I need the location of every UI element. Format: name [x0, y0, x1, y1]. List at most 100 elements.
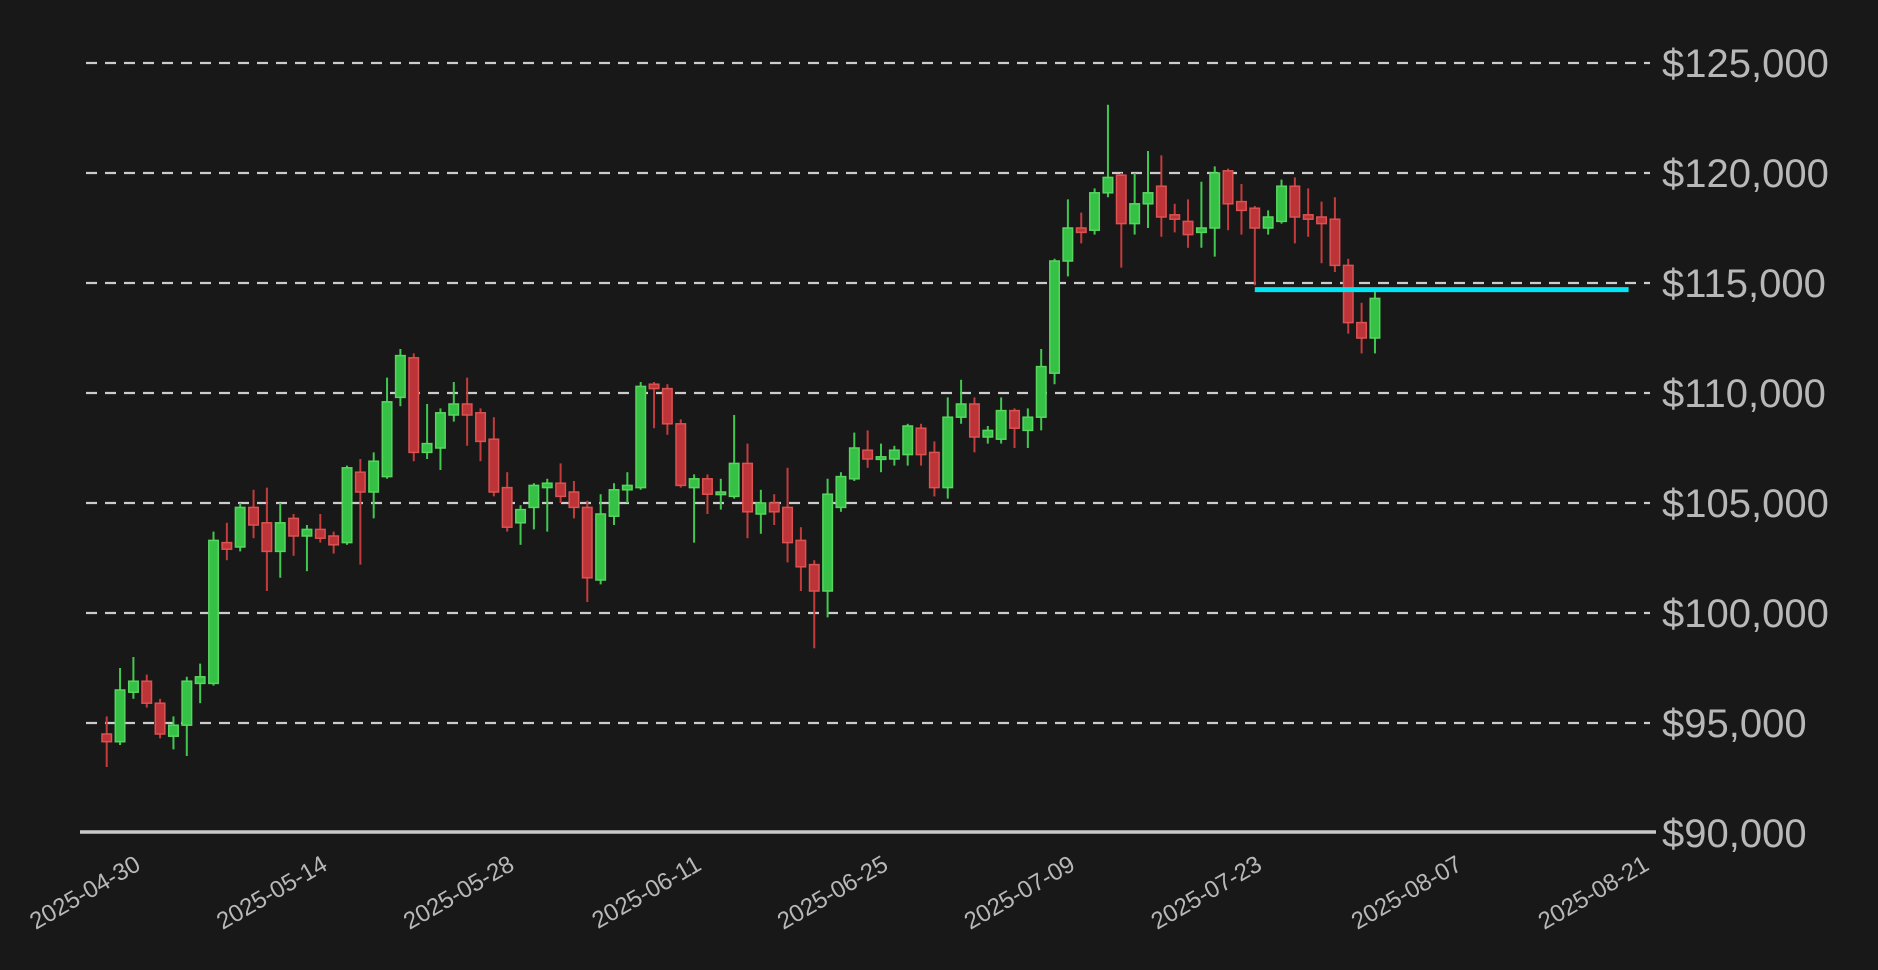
candle-body	[555, 482, 567, 498]
candle	[955, 379, 967, 424]
candle	[848, 432, 860, 481]
candle	[782, 467, 794, 563]
candle	[915, 423, 927, 466]
candle-body	[1129, 203, 1141, 225]
candle-body	[822, 493, 834, 592]
candle	[715, 478, 727, 510]
candle-body	[675, 423, 687, 487]
candle	[1009, 408, 1021, 448]
candle-body	[448, 403, 460, 416]
candle	[728, 415, 740, 499]
candle-body	[595, 513, 607, 581]
candle	[421, 404, 433, 459]
candle	[1049, 258, 1061, 385]
candle	[1102, 104, 1114, 198]
candle	[1302, 188, 1314, 237]
y-axis-label: $110,000	[1662, 372, 1826, 416]
candle	[541, 478, 553, 532]
candle	[1289, 177, 1301, 244]
candle-body	[234, 506, 246, 548]
candle-body	[1356, 321, 1368, 339]
candle-body	[621, 484, 633, 491]
candle-body	[261, 522, 273, 553]
candle	[742, 443, 754, 539]
candle-body	[127, 680, 139, 693]
candle	[1195, 181, 1207, 248]
candle	[768, 494, 780, 525]
candle	[368, 452, 380, 519]
candle-body	[101, 733, 113, 743]
candle-body	[368, 460, 380, 493]
candle-body	[354, 471, 366, 493]
candle-body	[1102, 176, 1114, 194]
candle-body	[835, 475, 847, 509]
candle-body	[1262, 216, 1274, 229]
y-axis-label: $125,000	[1662, 42, 1829, 86]
candle	[1129, 173, 1141, 235]
candle-body	[1302, 214, 1314, 220]
candle	[314, 514, 326, 543]
candle-body	[728, 462, 740, 498]
candle	[288, 514, 300, 556]
candle-body	[381, 401, 393, 478]
candle	[661, 384, 673, 435]
candle-body	[1289, 185, 1301, 218]
candle	[475, 408, 487, 462]
candle-body	[167, 724, 179, 737]
candle	[1155, 155, 1167, 237]
candle-body	[1049, 260, 1061, 374]
candle	[515, 505, 527, 545]
candle	[888, 445, 900, 466]
candle-body	[915, 427, 927, 456]
candle	[822, 478, 834, 618]
candle	[141, 674, 153, 708]
candle-body	[408, 357, 420, 454]
candle-body	[274, 522, 286, 553]
candle	[1235, 184, 1247, 235]
candle	[648, 382, 660, 429]
candle	[968, 397, 980, 453]
candle-body	[421, 442, 433, 454]
candle	[234, 503, 246, 552]
candle-body	[875, 456, 887, 461]
candle-body	[1155, 185, 1167, 218]
candle	[621, 472, 633, 503]
candle	[1262, 210, 1274, 235]
candle-body	[942, 416, 954, 489]
candle-body	[114, 689, 126, 743]
candle-body	[795, 539, 807, 568]
candle-body	[982, 429, 994, 438]
candle-body	[528, 484, 540, 509]
candle-body	[1276, 185, 1288, 223]
y-axis-label: $90,000	[1662, 812, 1807, 856]
candle-body	[1115, 174, 1127, 225]
candle	[862, 430, 874, 468]
candle-body	[1089, 192, 1101, 231]
candle	[1249, 206, 1261, 286]
candle	[154, 698, 166, 739]
candle	[928, 441, 940, 497]
candle-body	[1142, 192, 1154, 205]
candle	[555, 463, 567, 503]
candle-body	[1022, 416, 1034, 432]
candle-body	[955, 403, 967, 418]
candle-body	[314, 528, 326, 539]
candle	[408, 353, 420, 462]
candle	[381, 377, 393, 479]
candle-body	[488, 438, 500, 493]
candle-body	[154, 702, 166, 735]
candle	[875, 443, 887, 473]
candle-body	[248, 506, 260, 526]
candle	[1182, 199, 1194, 248]
candle-body	[808, 563, 820, 592]
candle	[528, 483, 540, 530]
y-axis-label: $100,000	[1662, 592, 1829, 636]
candle-body	[968, 403, 980, 438]
y-axis-label: $115,000	[1662, 262, 1826, 306]
candle-body	[181, 680, 193, 726]
candle	[434, 408, 446, 470]
candle-body	[888, 449, 900, 460]
candle	[835, 472, 847, 512]
candle	[1276, 179, 1288, 224]
